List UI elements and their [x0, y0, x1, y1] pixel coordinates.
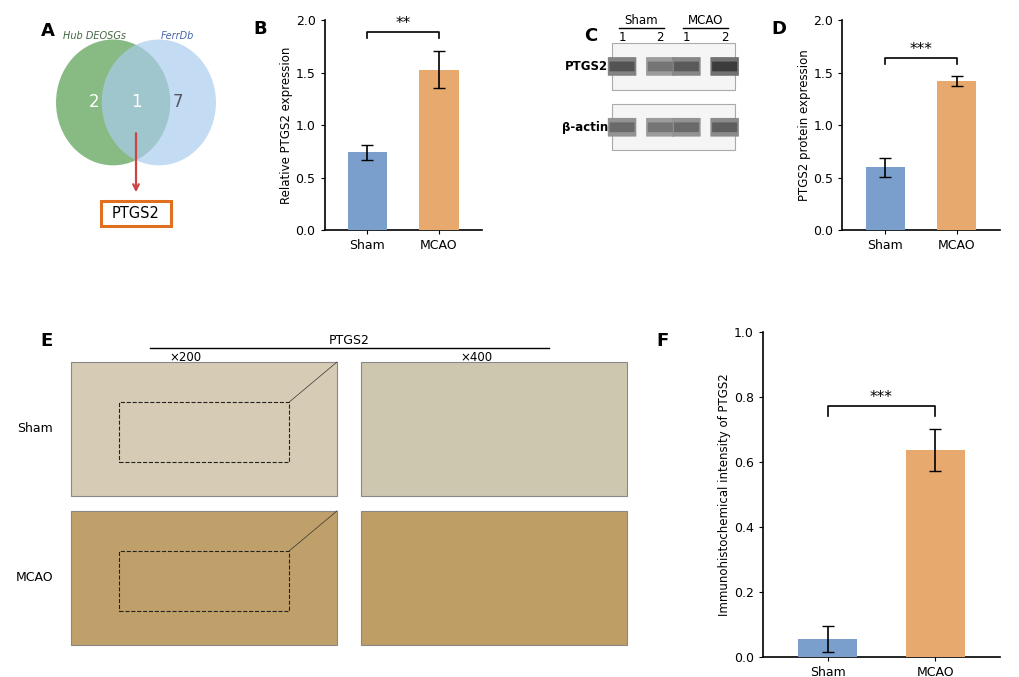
FancyBboxPatch shape: [711, 62, 737, 71]
Text: D: D: [770, 20, 786, 39]
Ellipse shape: [56, 39, 170, 165]
Text: Sham: Sham: [624, 14, 657, 26]
Text: **: **: [395, 16, 411, 30]
Text: 2: 2: [656, 30, 663, 43]
Text: 1: 1: [130, 93, 142, 112]
FancyBboxPatch shape: [647, 62, 673, 71]
FancyBboxPatch shape: [609, 62, 634, 71]
Bar: [905, 450, 964, 657]
Text: ×200: ×200: [169, 351, 202, 364]
Bar: [797, 639, 856, 657]
FancyBboxPatch shape: [711, 123, 737, 132]
Bar: [347, 152, 386, 230]
Text: PTGS2: PTGS2: [112, 206, 160, 221]
Text: FerrDb: FerrDb: [161, 31, 195, 41]
Text: MCAO: MCAO: [15, 571, 53, 584]
Text: β-actin: β-actin: [561, 121, 607, 134]
Text: Sham: Sham: [17, 422, 53, 435]
Text: A: A: [41, 22, 55, 40]
FancyBboxPatch shape: [607, 118, 636, 137]
Text: B: B: [254, 20, 267, 39]
Text: PTGS2: PTGS2: [565, 60, 607, 73]
Text: 2: 2: [720, 30, 728, 43]
Bar: [419, 70, 459, 230]
Ellipse shape: [102, 39, 216, 165]
Y-axis label: Relative PTGS2 expression: Relative PTGS2 expression: [279, 47, 292, 204]
Y-axis label: Immunohistochemical intensity of PTGS2: Immunohistochemical intensity of PTGS2: [717, 373, 731, 615]
Text: ***: ***: [909, 42, 931, 57]
Text: 2: 2: [89, 93, 99, 112]
Text: 7: 7: [172, 93, 183, 112]
FancyBboxPatch shape: [71, 511, 336, 645]
FancyBboxPatch shape: [361, 511, 627, 645]
FancyBboxPatch shape: [607, 57, 636, 76]
FancyBboxPatch shape: [709, 57, 738, 76]
Text: Hub DEOSGs: Hub DEOSGs: [62, 31, 125, 41]
FancyBboxPatch shape: [645, 118, 674, 137]
Text: 1: 1: [682, 30, 690, 43]
FancyBboxPatch shape: [71, 362, 336, 496]
Text: ×400: ×400: [460, 351, 491, 364]
FancyBboxPatch shape: [645, 57, 674, 76]
FancyBboxPatch shape: [647, 123, 673, 132]
FancyBboxPatch shape: [361, 362, 627, 496]
Text: MCAO: MCAO: [687, 14, 722, 26]
FancyBboxPatch shape: [672, 57, 700, 76]
Text: C: C: [583, 26, 596, 45]
FancyBboxPatch shape: [611, 43, 735, 89]
FancyBboxPatch shape: [709, 118, 738, 137]
Text: ***: ***: [869, 390, 892, 405]
Text: PTGS2: PTGS2: [328, 334, 369, 347]
FancyBboxPatch shape: [674, 123, 698, 132]
Text: E: E: [41, 332, 53, 349]
FancyBboxPatch shape: [609, 123, 634, 132]
FancyBboxPatch shape: [101, 201, 171, 225]
Y-axis label: PTGS2 protein expression: PTGS2 protein expression: [797, 49, 810, 201]
FancyBboxPatch shape: [672, 118, 700, 137]
Text: 1: 1: [618, 30, 626, 43]
Bar: [865, 167, 904, 230]
FancyBboxPatch shape: [674, 62, 698, 71]
Bar: [936, 81, 975, 230]
FancyBboxPatch shape: [611, 104, 735, 150]
Text: F: F: [656, 332, 668, 349]
